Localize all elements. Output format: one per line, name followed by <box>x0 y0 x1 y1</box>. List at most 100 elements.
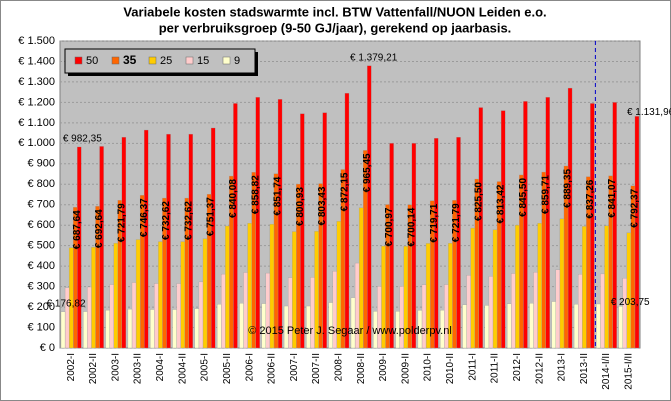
bar <box>573 304 579 349</box>
data-label: € 965,45 <box>362 153 373 192</box>
x-tick-label: 2011-II <box>490 353 501 383</box>
bar <box>529 303 534 349</box>
data-label: € 721,79 <box>116 203 127 242</box>
data-label: € 982,35 <box>63 134 102 145</box>
data-label: € 872,15 <box>340 172 351 211</box>
bar <box>590 103 595 349</box>
legend-swatch <box>222 56 231 65</box>
bar <box>60 311 66 349</box>
data-label: € 719,71 <box>429 203 440 242</box>
bar <box>91 247 96 349</box>
bar <box>113 243 118 349</box>
bar <box>287 277 293 349</box>
bar <box>612 102 617 349</box>
bar <box>217 304 222 349</box>
data-label: € 700,97 <box>384 207 395 246</box>
y-tick-label: € 1.500 <box>18 35 55 47</box>
x-tick-label: 2008-II <box>356 353 367 384</box>
x-tick-label: 2004-I <box>155 353 166 381</box>
y-tick-label: € 200 <box>27 301 55 313</box>
bar <box>488 276 494 349</box>
x-tick-label: 2004-II <box>177 353 188 384</box>
bar <box>261 303 266 349</box>
legend-label: 25 <box>160 55 172 67</box>
y-tick-label: € 1.200 <box>18 96 55 108</box>
legend-label: 9 <box>234 55 240 67</box>
bar <box>172 309 177 349</box>
data-label: € 813,42 <box>496 184 507 223</box>
data-label: € 721,79 <box>451 203 462 242</box>
x-tick-label: 2009-II <box>400 353 411 384</box>
bar <box>559 218 565 349</box>
x-tick-label: 2006-II <box>267 353 278 384</box>
legend-label: 35 <box>123 53 137 67</box>
data-label: € 732,62 <box>161 201 172 240</box>
data-label: € 858,82 <box>250 175 261 214</box>
bar <box>367 65 372 349</box>
x-tick-label: 2007-II <box>311 353 322 384</box>
bar <box>507 303 512 349</box>
bar <box>109 284 114 349</box>
x-tick-label: 2007-I <box>289 353 300 381</box>
bar <box>328 302 333 349</box>
bar <box>131 282 137 349</box>
bar <box>344 93 350 349</box>
bar <box>533 272 538 349</box>
bar <box>225 225 230 349</box>
bar <box>255 97 260 349</box>
y-tick-label: € 1.100 <box>18 117 55 129</box>
bar <box>135 239 141 349</box>
bar <box>551 301 556 349</box>
bar <box>399 286 404 349</box>
legend-swatch <box>74 56 83 65</box>
y-tick-label: € 600 <box>27 219 55 231</box>
bar <box>555 269 561 349</box>
data-label: € 176,82 <box>47 298 86 309</box>
x-tick-label: 2008-I <box>333 353 344 381</box>
bar <box>105 309 110 349</box>
bar <box>154 283 159 349</box>
data-label: € 840,08 <box>228 179 239 218</box>
bar <box>158 241 163 349</box>
data-label: € 1.379,21 <box>350 52 398 63</box>
bar <box>395 311 400 349</box>
bar <box>350 297 356 349</box>
data-label: € 851,74 <box>273 176 284 215</box>
bar <box>582 226 587 349</box>
data-label: € 687,64 <box>72 210 83 249</box>
data-label: € 732,62 <box>183 201 194 240</box>
bar <box>180 241 185 349</box>
bar <box>600 273 605 349</box>
bar <box>417 310 423 349</box>
y-tick-label: € 700 <box>27 199 55 211</box>
data-label: € 837,26 <box>585 179 596 218</box>
x-tick-label: 2005-I <box>200 353 211 381</box>
y-tick-label: € 300 <box>27 281 55 293</box>
bar <box>176 283 181 349</box>
bar <box>622 278 627 349</box>
bar <box>545 97 550 349</box>
bar <box>626 232 632 349</box>
bar <box>243 272 248 349</box>
bar <box>440 309 445 349</box>
bar <box>144 129 149 349</box>
chart-title: Variabele kosten stadswarmte incl. BTW V… <box>123 4 546 19</box>
bar <box>306 305 311 349</box>
bar <box>478 107 483 349</box>
data-label: € 859,71 <box>540 175 551 214</box>
data-label: € 800,93 <box>295 187 306 226</box>
bar <box>421 284 427 349</box>
x-tick-label: 2012-II <box>534 353 545 384</box>
bar <box>300 113 305 349</box>
x-tick-label: 2013-II <box>579 353 590 384</box>
x-tick-label: 2010-I <box>423 353 434 381</box>
y-tick-label: € 100 <box>27 321 55 333</box>
legend-swatch <box>111 56 120 65</box>
bar <box>87 286 92 349</box>
bar <box>492 229 498 349</box>
bar <box>127 308 133 349</box>
y-tick-label: € 1.000 <box>18 137 55 149</box>
bar <box>233 103 238 349</box>
x-tick-label: 2013-I <box>557 353 568 381</box>
